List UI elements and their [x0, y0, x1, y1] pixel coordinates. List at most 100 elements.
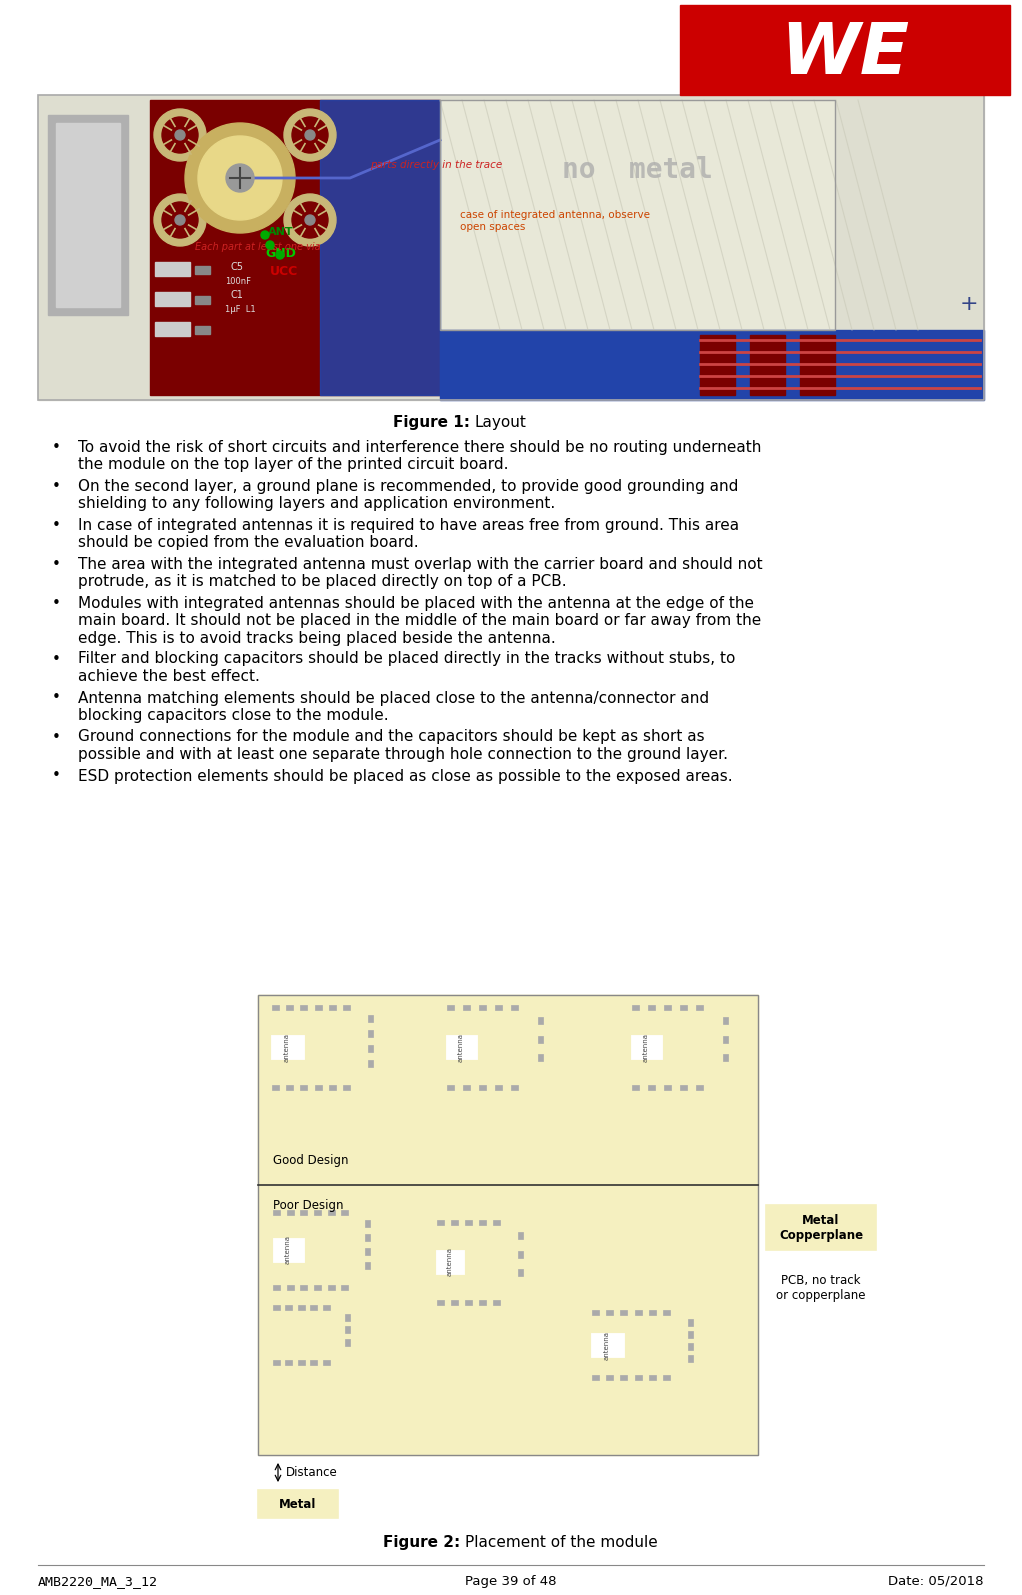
Circle shape [175, 131, 185, 140]
Bar [648, 1085, 655, 1089]
Bar [273, 1361, 280, 1365]
Bar [664, 1085, 671, 1089]
Bar [56, 123, 120, 306]
Text: PCB, no track
or copperplane: PCB, no track or copperplane [777, 1274, 866, 1302]
Text: antenna: antenna [604, 1330, 610, 1359]
Bar [365, 1220, 370, 1227]
Text: antenna: antenna [458, 1032, 464, 1062]
Bar [315, 1005, 322, 1010]
Bar [38, 96, 984, 400]
Bar [479, 1085, 486, 1089]
Text: •: • [52, 518, 61, 533]
Circle shape [276, 250, 284, 258]
Bar [258, 1490, 338, 1518]
Text: •: • [52, 440, 61, 455]
Bar [494, 1220, 500, 1225]
Bar [365, 1233, 370, 1241]
Bar [272, 1005, 279, 1010]
Bar [270, 1215, 365, 1286]
Bar [287, 1286, 294, 1290]
Bar [440, 100, 835, 330]
Bar [273, 1305, 280, 1309]
Circle shape [266, 241, 274, 249]
Bar [311, 1305, 317, 1309]
Circle shape [292, 116, 328, 153]
Bar [649, 1375, 656, 1380]
Bar [680, 1085, 687, 1089]
Text: On the second layer, a ground plane is recommended, to provide good grounding an: On the second layer, a ground plane is r… [78, 478, 738, 512]
Bar [723, 1054, 728, 1061]
Bar [270, 1309, 345, 1361]
Text: case of integrated antenna, observe
open spaces: case of integrated antenna, observe open… [460, 211, 650, 231]
Bar [273, 1211, 280, 1215]
Text: •: • [52, 597, 61, 611]
Bar [620, 1309, 628, 1314]
Circle shape [226, 164, 254, 191]
Circle shape [185, 123, 295, 233]
Bar [463, 1085, 470, 1089]
Text: Metal
Copperplane: Metal Copperplane [779, 1214, 863, 1243]
Bar [368, 1014, 373, 1022]
Text: Antenna matching elements should be placed close to the antenna/connector and
bl: Antenna matching elements should be plac… [78, 691, 709, 723]
Bar [195, 325, 210, 333]
Bar [285, 1361, 292, 1365]
Bar [700, 335, 735, 396]
Text: WE: WE [781, 21, 910, 89]
Bar [511, 1005, 518, 1010]
Bar [329, 1085, 336, 1089]
Bar [688, 1354, 693, 1362]
Bar [688, 1343, 693, 1349]
Bar [320, 100, 440, 396]
Bar [463, 1005, 470, 1010]
Bar [631, 1035, 662, 1059]
Bar [451, 1300, 458, 1305]
Bar [495, 1005, 502, 1010]
Bar [345, 1338, 350, 1346]
Text: Poor Design: Poor Design [273, 1199, 343, 1212]
Bar [195, 297, 210, 305]
Text: In case of integrated antennas it is required to have areas free from ground. Th: In case of integrated antennas it is req… [78, 518, 739, 550]
Bar [518, 1270, 523, 1276]
Bar [448, 1085, 455, 1089]
Bar [258, 995, 758, 1455]
Circle shape [154, 195, 206, 246]
Bar [465, 1220, 472, 1225]
Bar [494, 1300, 500, 1305]
Bar [328, 1286, 334, 1290]
Bar [297, 1305, 305, 1309]
Text: Page 39 of 48: Page 39 of 48 [465, 1574, 557, 1589]
Bar [443, 1010, 538, 1085]
Text: antenna: antenna [285, 1236, 291, 1265]
Bar [680, 5, 1010, 96]
Bar [436, 1300, 444, 1305]
Bar [155, 322, 190, 337]
Text: C1: C1 [230, 290, 243, 300]
Bar [518, 1250, 523, 1257]
Text: To avoid the risk of short circuits and interference there should be no routing : To avoid the risk of short circuits and … [78, 440, 761, 472]
Bar [606, 1375, 613, 1380]
Bar [591, 1333, 624, 1357]
Text: AMB2220_MA_3_12: AMB2220_MA_3_12 [38, 1574, 158, 1589]
Bar [314, 1211, 321, 1215]
Text: antenna: antenna [284, 1032, 290, 1062]
Bar [368, 1045, 373, 1053]
Bar [451, 1220, 458, 1225]
Bar [688, 1319, 693, 1325]
Bar [479, 1005, 486, 1010]
Bar [48, 115, 128, 314]
Text: Metal: Metal [279, 1498, 317, 1510]
Circle shape [154, 108, 206, 161]
Bar [155, 292, 190, 306]
Bar [663, 1375, 670, 1380]
Bar [436, 1220, 444, 1225]
Bar [633, 1085, 640, 1089]
Text: Ground connections for the module and the capacitors should be kept as short as
: Ground connections for the module and th… [78, 729, 728, 762]
Bar [592, 1375, 599, 1380]
Text: The area with the integrated antenna must overlap with the carrier board and sho: The area with the integrated antenna mus… [78, 557, 762, 590]
Bar [315, 1085, 322, 1089]
Text: Modules with integrated antennas should be placed with the antenna at the edge o: Modules with integrated antennas should … [78, 597, 761, 646]
Bar [341, 1211, 349, 1215]
Bar [635, 1309, 642, 1314]
Bar [365, 1262, 370, 1268]
Bar [479, 1220, 486, 1225]
